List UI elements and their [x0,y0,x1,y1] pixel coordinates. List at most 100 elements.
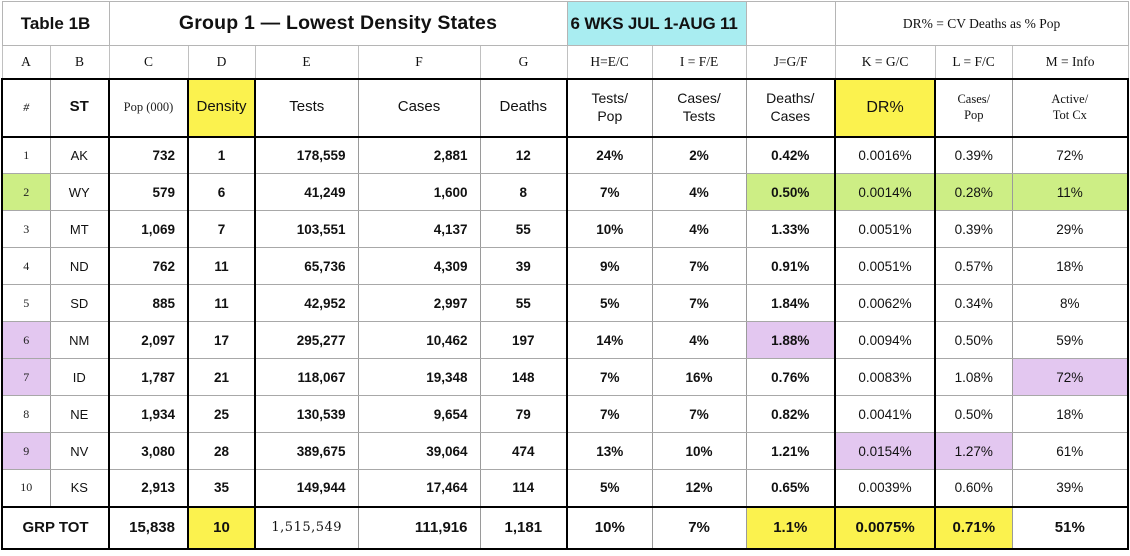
table-cell: 0.28% [934,173,1013,211]
table-cell: 13% [566,432,653,470]
table-cell: 5% [566,469,653,507]
column-header: DR% [834,77,936,138]
table-cell: 149,944 [254,469,359,507]
table-cell: 3,080 [108,432,189,470]
table-row: 10 KS 2,913 35 149,944 17,464 114 5% 12% 0.65% 0.0… [1,469,1130,507]
column-header: Tests/ Pop [566,77,653,138]
table-cell: 39 [479,247,568,285]
table-cell: 14% [566,321,653,359]
table-cell: 79 [479,395,568,433]
table-cell: 0.42% [745,136,836,174]
table-cell: 0.0094% [834,321,936,359]
table-cell: 0.0154% [834,432,936,470]
table-cell: 7 [187,210,256,248]
column-letter: D [187,45,256,79]
table-cell: 55 [479,284,568,322]
table-cell: 2,997 [357,284,481,322]
table-cell: 2,881 [357,136,481,174]
total-cell: 0.0075% [834,505,936,550]
table-cell: ID [49,358,110,396]
table-cell: 72% [1011,358,1130,396]
column-letter: I = F/E [651,45,747,79]
table-cell: MT [49,210,110,248]
column-header: Density [187,77,256,138]
table-cell: AK [49,136,110,174]
table-cell: 21 [187,358,256,396]
column-header: Cases [357,77,481,138]
column-letter: A [1,45,51,79]
table-cell: 0.50% [934,321,1013,359]
table-cell: 389,675 [254,432,359,470]
total-cell: 1,515,549 [254,505,359,550]
table-cell: 4% [651,321,747,359]
table-cell: ND [49,247,110,285]
total-cell: 1.1% [745,505,836,550]
table-cell: NV [49,432,110,470]
table-cell: 2 [1,173,51,211]
column-header: ST [49,77,110,138]
table-cell: 130,539 [254,395,359,433]
column-header: Deaths/ Cases [745,77,836,138]
table-cell: 17,464 [357,469,481,507]
table-cell: 114 [479,469,568,507]
table-cell: 7% [566,358,653,396]
table-cell: KS [49,469,110,507]
table-row: 2 WY 579 6 41,249 1,600 8 7% 4% 0.50% 0.0014% 0.28%… [1,173,1130,211]
table-cell: 0.91% [745,247,836,285]
table-cell: 18% [1011,247,1130,285]
total-cell: 0.71% [934,505,1013,550]
column-letter: L = F/C [934,45,1013,79]
table-cell: NE [49,395,110,433]
title-row: Table 1B Group 1 — Lowest Density States 6… [1,1,1129,46]
table-cell: 579 [108,173,189,211]
column-header: Active/ Tot Cx [1011,77,1130,138]
table-cell: 1,934 [108,395,189,433]
table-cell: 9,654 [357,395,481,433]
column-letter: J=G/F [745,45,836,79]
table-cell: 118,067 [254,358,359,396]
table-cell: 5% [566,284,653,322]
table-cell: 10,462 [357,321,481,359]
table-cell: 4 [1,247,51,285]
table-cell: 0.34% [934,284,1013,322]
total-row: GRP TOT 15,838 10 1,515,549 111,916 1,181 10% 7… [1,505,1130,550]
table-cell: 197 [479,321,568,359]
table-cell: 11% [1011,173,1130,211]
table-cell: 7% [566,173,653,211]
column-letter: K = G/C [834,45,936,79]
table-cell: 732 [108,136,189,174]
table-cell: 17 [187,321,256,359]
column-header: Pop (000) [108,77,189,138]
table-cell: 10% [566,210,653,248]
column-header: Cases/ Pop [934,77,1013,138]
total-cell: 111,916 [357,505,481,550]
table-cell: SD [49,284,110,322]
table-cell: 29% [1011,210,1130,248]
header-row: # ST Pop (000) Density Tests Cases Deaths Tests… [1,77,1130,138]
group-title: Group 1 — Lowest Density States [108,1,568,46]
total-cell: 7% [651,505,747,550]
table-cell: 4% [651,210,747,248]
table-cell: 25 [187,395,256,433]
table-row: 9 NV 3,080 28 389,675 39,064 474 13% 10% 1.21% 0.0… [1,432,1130,470]
table-cell: 41,249 [254,173,359,211]
total-label: GRP TOT [1,505,110,550]
table-cell: 6 [187,173,256,211]
dr-note: DR% = CV Deaths as % Pop [834,1,1129,46]
table-cell: 0.0041% [834,395,936,433]
table-cell: 65,736 [254,247,359,285]
table-cell: 0.50% [934,395,1013,433]
table-cell: 1.84% [745,284,836,322]
column-letter: M = Info [1011,45,1129,79]
table-cell: 7% [566,395,653,433]
table-cell: 55 [479,210,568,248]
total-cell: 10 [187,505,256,550]
table-cell: 61% [1011,432,1130,470]
table-cell: 18% [1011,395,1130,433]
table-cell: 42,952 [254,284,359,322]
table-cell: 2,913 [108,469,189,507]
table-cell: 0.76% [745,358,836,396]
table-cell: 7% [651,395,747,433]
